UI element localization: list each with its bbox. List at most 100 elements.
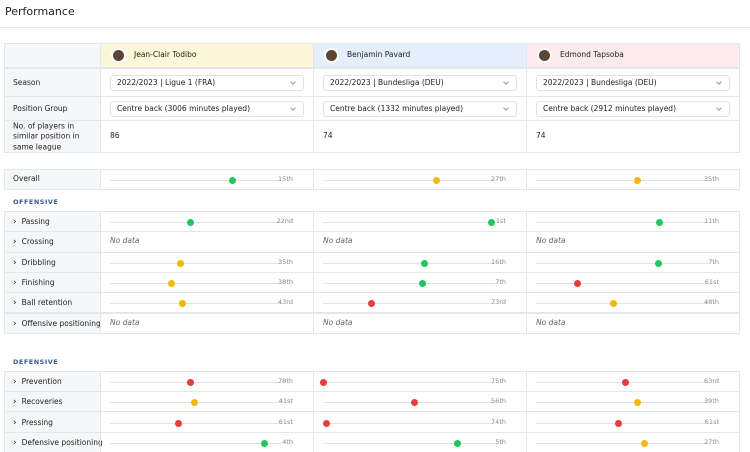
rank-label: 7th bbox=[495, 278, 506, 287]
player-header: Benjamin Pavard bbox=[313, 43, 527, 68]
metric-cell: No data bbox=[100, 313, 314, 334]
dropdown[interactable]: Centre back (1332 minutes played) bbox=[323, 101, 517, 117]
chevron bbox=[290, 105, 296, 111]
dropdown-text: Centre back (2912 minutes played) bbox=[543, 104, 676, 115]
metric-label[interactable]: Crossing bbox=[4, 231, 101, 252]
score-dot bbox=[229, 177, 236, 184]
metric-label[interactable]: Pressing bbox=[4, 411, 101, 432]
metric-label[interactable]: Prevention bbox=[4, 371, 101, 392]
track bbox=[323, 382, 495, 383]
metric-label[interactable]: Defensive positioning bbox=[4, 432, 101, 452]
metric-cell: 22nd bbox=[100, 211, 314, 232]
metric-label[interactable]: Recoveries bbox=[4, 391, 101, 412]
track bbox=[323, 263, 495, 264]
no-data: No data bbox=[536, 236, 565, 247]
dropdown[interactable]: 2022/2023 | Bundesliga (DEU) bbox=[536, 75, 730, 91]
metric-cell: 39th bbox=[526, 391, 740, 412]
chevron bbox=[290, 79, 296, 85]
score-dot bbox=[368, 300, 375, 307]
no-data: No data bbox=[110, 318, 139, 329]
score-dot bbox=[175, 420, 182, 427]
metric-cell: 56th bbox=[313, 391, 527, 412]
score-dot bbox=[187, 219, 194, 226]
chevron bbox=[716, 79, 722, 85]
dropdown-text: Centre back (1332 minutes played) bbox=[330, 104, 463, 115]
player-name: Jean-Clair Todibo bbox=[134, 50, 196, 61]
score-dot bbox=[261, 440, 268, 447]
info-text: 74 bbox=[323, 131, 333, 142]
score-dot bbox=[421, 260, 428, 267]
row-label: Season bbox=[4, 68, 101, 97]
no-data: No data bbox=[110, 236, 139, 247]
track bbox=[323, 423, 495, 424]
rank-label: 7th bbox=[708, 258, 719, 267]
metric-cell: 61st bbox=[100, 411, 314, 432]
score-dot bbox=[634, 399, 641, 406]
metric-cell: 73rd bbox=[313, 292, 527, 313]
track bbox=[536, 283, 708, 284]
dropdown-text: 2022/2023 | Ligue 1 (FRA) bbox=[117, 78, 215, 89]
dropdown[interactable]: 2022/2023 | Ligue 1 (FRA) bbox=[110, 75, 304, 91]
dropdown-text: Centre back (3006 minutes played) bbox=[117, 104, 250, 115]
chevron bbox=[503, 105, 509, 111]
rank-label: 61st bbox=[279, 418, 293, 427]
track bbox=[323, 283, 495, 284]
metric-cell: 78th bbox=[100, 371, 314, 392]
metric-label[interactable]: Offensive positioning bbox=[4, 313, 101, 334]
no-data: No data bbox=[323, 236, 352, 247]
section-title: OFFENSIVE bbox=[13, 198, 58, 207]
score-dot bbox=[655, 260, 662, 267]
rank-label: 41st bbox=[279, 397, 293, 406]
track bbox=[536, 263, 708, 264]
rank-label: 27th bbox=[491, 175, 506, 184]
chevron bbox=[503, 79, 509, 85]
rank-label: 22nd bbox=[276, 217, 293, 226]
track bbox=[323, 443, 495, 444]
metric-label[interactable]: Passing bbox=[4, 211, 101, 232]
rank-label: 11th bbox=[704, 217, 719, 226]
avatar bbox=[111, 48, 126, 63]
metric-cell: 5th bbox=[313, 432, 527, 452]
section-title: DEFENSIVE bbox=[13, 358, 58, 367]
rank-label: 61st bbox=[705, 418, 719, 427]
metric-cell: 7th bbox=[526, 252, 740, 273]
dropdown[interactable]: Centre back (3006 minutes played) bbox=[110, 101, 304, 117]
rank-label: 27th bbox=[704, 438, 719, 447]
rank-label: 78th bbox=[278, 377, 293, 386]
metric-label-text: Overall bbox=[13, 174, 40, 185]
metric-cell: 4th bbox=[100, 432, 314, 452]
rank-label: 56th bbox=[491, 397, 506, 406]
track bbox=[110, 443, 282, 444]
info-cell: 86 bbox=[100, 120, 314, 153]
info-cell: 2022/2023 | Bundesliga (DEU) bbox=[313, 68, 527, 97]
metric-label[interactable]: Finishing bbox=[4, 272, 101, 293]
track bbox=[323, 402, 495, 403]
dropdown[interactable]: 2022/2023 | Bundesliga (DEU) bbox=[323, 75, 517, 91]
track bbox=[110, 382, 282, 383]
score-dot bbox=[433, 177, 440, 184]
dropdown[interactable]: Centre back (2912 minutes played) bbox=[536, 101, 730, 117]
metric-cell: 41st bbox=[100, 391, 314, 412]
score-dot bbox=[177, 260, 184, 267]
info-cell: Centre back (2912 minutes played) bbox=[526, 96, 740, 121]
score-dot bbox=[454, 440, 461, 447]
track bbox=[110, 222, 282, 223]
metric-label-text: Prevention bbox=[13, 376, 62, 389]
info-cell: 74 bbox=[313, 120, 527, 153]
rank-label: 38th bbox=[278, 278, 293, 287]
metric-label[interactable]: Dribbling bbox=[4, 252, 101, 273]
metric-label-text: Passing bbox=[13, 216, 50, 229]
metric-cell: 7th bbox=[313, 272, 527, 293]
metric-label[interactable]: Ball retention bbox=[4, 292, 101, 313]
rank-label: 61st bbox=[705, 278, 719, 287]
avatar bbox=[324, 48, 339, 63]
chevron bbox=[716, 105, 722, 111]
rank-label: 48th bbox=[704, 298, 719, 307]
metric-cell: 27th bbox=[526, 432, 740, 452]
score-dot bbox=[574, 280, 581, 287]
metric-cell: 74th bbox=[313, 411, 527, 432]
metric-cell: No data bbox=[100, 231, 314, 252]
rank-label: 39th bbox=[704, 397, 719, 406]
metric-cell: 75th bbox=[313, 371, 527, 392]
rank-label: 74th bbox=[491, 418, 506, 427]
